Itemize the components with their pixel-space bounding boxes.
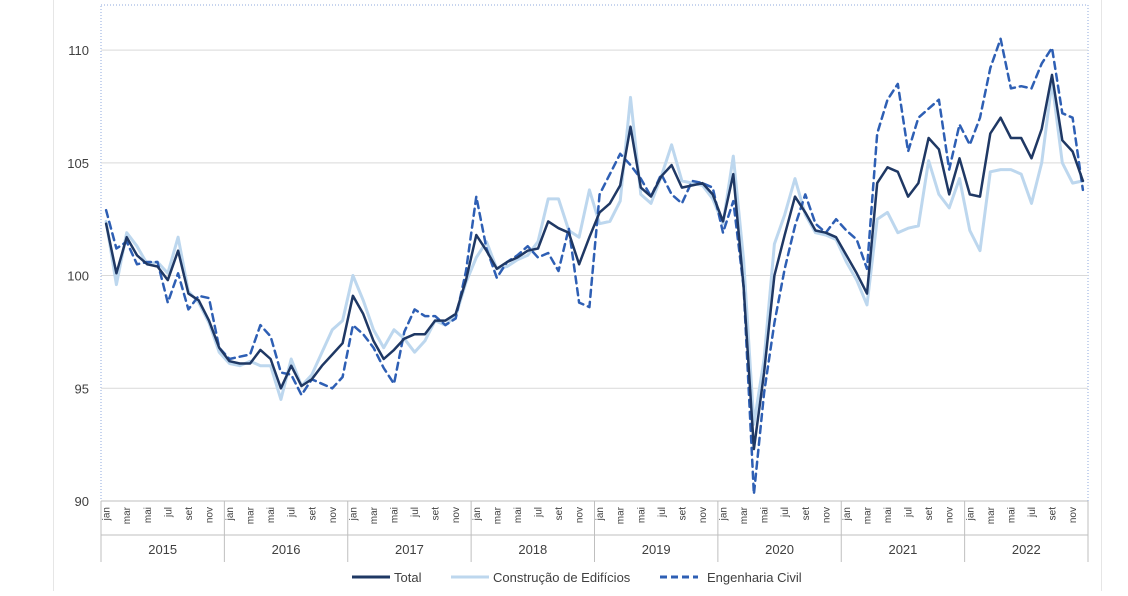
x-month-label: mar xyxy=(986,506,997,524)
axes: 90 95 100 105 110 xyxy=(67,43,1089,562)
x-month-label: mai xyxy=(143,507,154,523)
x-month-label: nov xyxy=(698,507,709,523)
x-month-label: mai xyxy=(513,507,524,523)
x-month-label: jan xyxy=(102,507,113,521)
series-line-engenharia xyxy=(104,37,1085,496)
y-tick-label: 95 xyxy=(75,381,89,396)
legend-label-edificios: Construção de Edifícios xyxy=(493,570,631,585)
x-month-label: mar xyxy=(862,506,873,524)
x-month-label: mar xyxy=(369,506,380,524)
y-tick-label: 90 xyxy=(75,494,89,509)
x-month-label: nov xyxy=(1068,507,1079,523)
x-month-label: jul xyxy=(410,507,421,518)
y-tick-label: 110 xyxy=(68,43,89,58)
x-month-label: jul xyxy=(780,507,791,518)
x-month-label: jul xyxy=(904,507,915,518)
x-month-label: nov xyxy=(575,507,586,523)
page-border-left xyxy=(53,0,54,591)
x-month-label: set xyxy=(924,507,935,521)
x-month-label: nov xyxy=(328,507,339,523)
x-month-label: set xyxy=(677,507,688,521)
x-month-label: set xyxy=(554,507,565,521)
x-month-label: mai xyxy=(390,507,401,523)
x-month-label: mai xyxy=(883,507,894,523)
page-border-right xyxy=(1101,0,1102,591)
x-year-label: 2018 xyxy=(518,542,547,557)
x-year-label: 2022 xyxy=(1012,542,1041,557)
x-axis-labels: jan mar mai jul set nov jan mar mai jul set nov jan m… xyxy=(102,506,1079,557)
series-line-edificios xyxy=(104,80,1085,426)
plot-area-border xyxy=(100,4,1089,502)
x-month-label: mar xyxy=(492,506,503,524)
series-line-total xyxy=(104,73,1085,451)
x-month-label: jul xyxy=(533,507,544,518)
x-month-label: mai xyxy=(760,507,771,523)
x-month-label: mai xyxy=(636,507,647,523)
y-tick-label: 100 xyxy=(67,269,89,284)
x-month-label: mar xyxy=(122,506,133,524)
x-month-label: nov xyxy=(945,507,956,523)
x-month-label: nov xyxy=(821,507,832,523)
x-month-label: set xyxy=(1048,507,1059,521)
x-month-label: nov xyxy=(204,507,215,523)
x-month-label: mai xyxy=(1006,507,1017,523)
x-month-label: set xyxy=(431,507,442,521)
x-month-label: jul xyxy=(657,507,668,518)
x-month-label: jan xyxy=(348,507,359,521)
x-month-label: jan xyxy=(472,507,483,521)
x-year-label: 2017 xyxy=(395,542,424,557)
x-month-label: set xyxy=(184,507,195,521)
x-year-label: 2016 xyxy=(272,542,301,557)
x-month-label: jul xyxy=(1027,507,1038,518)
legend: Total Construção de Edifícios Engenharia C… xyxy=(352,570,802,585)
x-month-label: set xyxy=(307,507,318,521)
x-month-label: jan xyxy=(965,507,976,521)
x-month-label: jul xyxy=(163,507,174,518)
x-month-label: jan xyxy=(719,507,730,521)
x-year-label: 2015 xyxy=(148,542,177,557)
legend-label-engenharia: Engenharia Civil xyxy=(707,570,802,585)
x-month-label: mar xyxy=(246,506,257,524)
x-month-label: jan xyxy=(595,507,606,521)
x-year-label: 2019 xyxy=(642,542,671,557)
x-month-label: mar xyxy=(739,506,750,524)
x-month-label: jan xyxy=(842,507,853,521)
x-month-label: nov xyxy=(451,507,462,523)
x-year-label: 2020 xyxy=(765,542,794,557)
x-month-label: jul xyxy=(287,507,298,518)
x-month-label: set xyxy=(801,507,812,521)
x-year-label: 2021 xyxy=(888,542,917,557)
x-month-label: mar xyxy=(616,506,627,524)
x-month-label: mai xyxy=(266,507,277,523)
legend-label-total: Total xyxy=(394,570,422,585)
series-lines xyxy=(104,37,1085,496)
y-tick-label: 105 xyxy=(67,156,89,171)
x-month-label: jan xyxy=(225,507,236,521)
